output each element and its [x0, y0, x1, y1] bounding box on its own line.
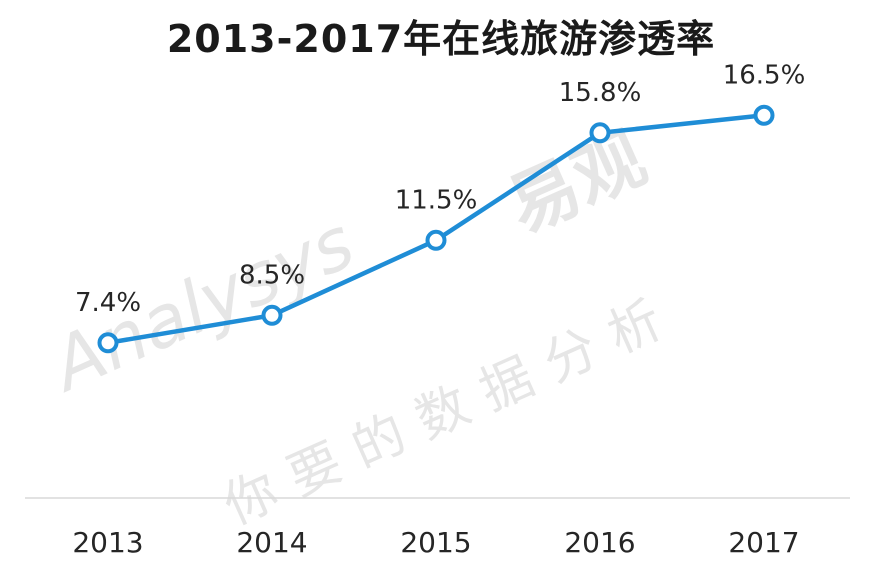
data-point-2014 [261, 304, 283, 326]
data-point-2017 [753, 104, 775, 126]
data-point-2016 [589, 122, 611, 144]
series-line [105, 113, 767, 346]
data-label-2016: 15.8% [559, 78, 642, 108]
data-point-2015 [425, 229, 447, 251]
x-tick-label-2013: 2013 [72, 526, 143, 559]
x-tick-label-2015: 2015 [400, 526, 471, 559]
x-tick-label-2014: 2014 [236, 526, 307, 559]
x-tick-label-2016: 2016 [564, 526, 635, 559]
data-label-2013: 7.4% [75, 288, 141, 318]
data-label-2015: 11.5% [395, 185, 478, 215]
data-point-2013 [97, 332, 119, 354]
x-tick-label-2017: 2017 [728, 526, 799, 559]
data-label-2017: 16.5% [723, 60, 806, 90]
data-label-2014: 8.5% [239, 260, 305, 290]
chart-title: 2013-2017年在线旅游渗透率 [166, 17, 716, 61]
